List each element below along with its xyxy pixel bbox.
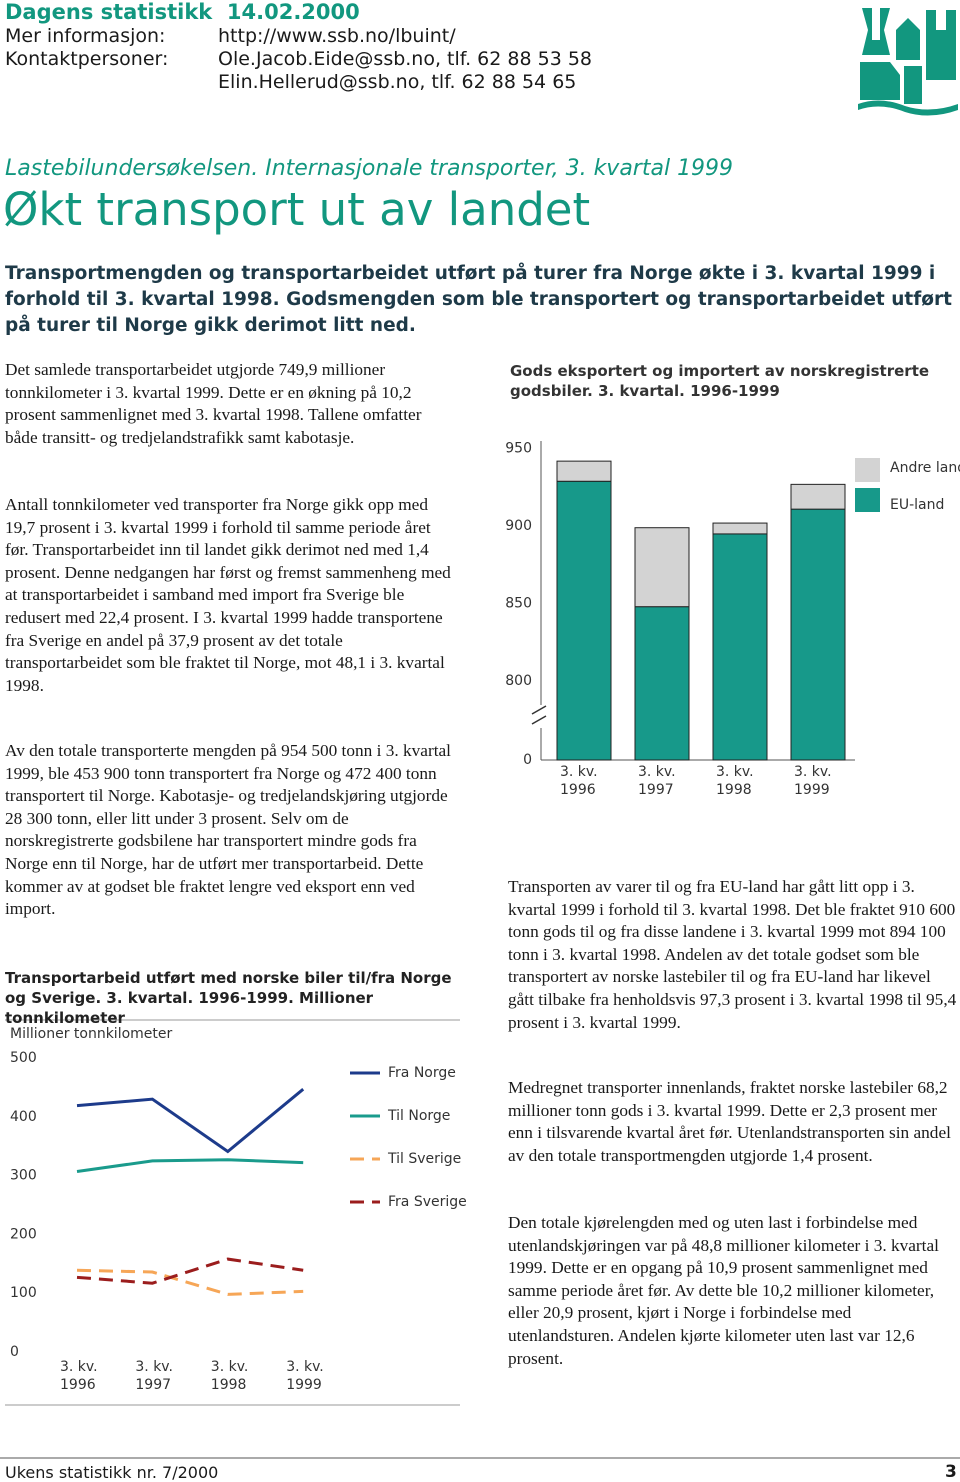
x-tick-label: 3. kv. 1999 bbox=[794, 764, 832, 798]
footer-publication: Ukens statistikk nr. 7/2000 bbox=[5, 1463, 219, 1482]
header-date: 14.02.2000 bbox=[226, 0, 360, 24]
chart-title: Gods eksportert og importert av norskreg… bbox=[510, 362, 930, 400]
legend-label: Andre land bbox=[890, 460, 960, 476]
paragraph: Transporten av varer til og fra EU-land … bbox=[508, 877, 957, 1032]
logo bbox=[858, 8, 958, 116]
x-tick-label: 3. kv. 1996 bbox=[60, 1359, 98, 1393]
line-series bbox=[76, 1268, 304, 1296]
lead: Transportmengden og transportarbeidet ut… bbox=[5, 263, 952, 336]
legend-swatch bbox=[855, 458, 880, 482]
kicker: Lastebilundersøkelsen. Internasjonale tr… bbox=[5, 156, 734, 181]
paragraph: Den totale kjørelengden med og uten last… bbox=[508, 1213, 939, 1368]
x-tick-label: 3. kv. 1998 bbox=[210, 1359, 249, 1393]
header-title: Dagens statistikk bbox=[5, 0, 213, 24]
y-tick-label: 800 bbox=[505, 673, 532, 689]
legend-label: Til Norge bbox=[387, 1108, 450, 1124]
header-title-row: Dagens statistikk 14.02.2000 bbox=[5, 0, 360, 25]
paragraph: Medregnet transporter innenlands, frakte… bbox=[508, 1078, 951, 1165]
axis-break bbox=[531, 705, 547, 715]
info-label: Mer informasjon: bbox=[5, 25, 166, 47]
x-tick-label: 3. kv. 1998 bbox=[716, 764, 754, 798]
bar-segment bbox=[712, 533, 768, 761]
legend-label: Til Sverige bbox=[387, 1151, 461, 1167]
legend-label: Fra Norge bbox=[388, 1065, 456, 1081]
y-tick-label: 900 bbox=[505, 518, 532, 534]
bar-segment bbox=[712, 522, 768, 535]
y-tick-label: 300 bbox=[10, 1168, 37, 1184]
y-tick-label: 0 bbox=[10, 1344, 19, 1360]
legend-label: EU-land bbox=[890, 497, 944, 513]
x-tick-label: 3. kv. 1996 bbox=[560, 764, 598, 798]
page-number: 3 bbox=[945, 1462, 957, 1482]
contact: Ole.Jacob.Eide@ssb.no, tlf. 62 88 53 58 bbox=[218, 48, 592, 70]
bar-segment bbox=[634, 606, 690, 761]
contact: Elin.Hellerud@ssb.no, tlf. 62 88 54 65 bbox=[218, 71, 577, 93]
bar-segment bbox=[790, 483, 846, 510]
paragraph: Av den totale transporterte mengden på 9… bbox=[5, 741, 451, 919]
legend-swatch bbox=[855, 488, 880, 512]
x-tick-label: 3. kv. 1997 bbox=[135, 1359, 173, 1393]
y-tick-label: 100 bbox=[10, 1285, 37, 1301]
x-tick-label: 3. kv. 1999 bbox=[286, 1359, 324, 1393]
y-tick-label: 0 bbox=[523, 752, 532, 768]
article-title: Økt transport ut av landet bbox=[3, 183, 591, 236]
paragraph: Antall tonnkilometer ved transporter fra… bbox=[5, 495, 451, 695]
y-tick-label: 950 bbox=[505, 441, 532, 457]
y-tick-label: 200 bbox=[10, 1226, 37, 1242]
line-series bbox=[76, 1257, 304, 1285]
paragraph: Det samlede transportarbeidet utgjorde 7… bbox=[5, 360, 422, 447]
y-tick-label: 400 bbox=[10, 1109, 37, 1125]
contacts-label: Kontaktpersoner: bbox=[5, 48, 169, 70]
axis-break bbox=[531, 715, 547, 725]
line-series bbox=[76, 1158, 304, 1173]
bar-segment bbox=[556, 460, 612, 482]
y-tick-label: 500 bbox=[10, 1050, 37, 1066]
bar-segment bbox=[556, 480, 612, 761]
y-tick-label: 850 bbox=[505, 596, 532, 612]
bar-segment bbox=[634, 527, 690, 608]
legend-label: Fra Sverige bbox=[388, 1194, 467, 1210]
x-tick-label: 3. kv. 1997 bbox=[638, 764, 676, 798]
bar-segment bbox=[790, 508, 846, 761]
chart-title: Transportarbeid utført med norske biler … bbox=[5, 969, 452, 1027]
line-series bbox=[76, 1088, 305, 1154]
y-axis-label: Millioner tonnkilometer bbox=[10, 1026, 173, 1042]
info-url[interactable]: http://www.ssb.no/lbuint/ bbox=[218, 25, 456, 47]
